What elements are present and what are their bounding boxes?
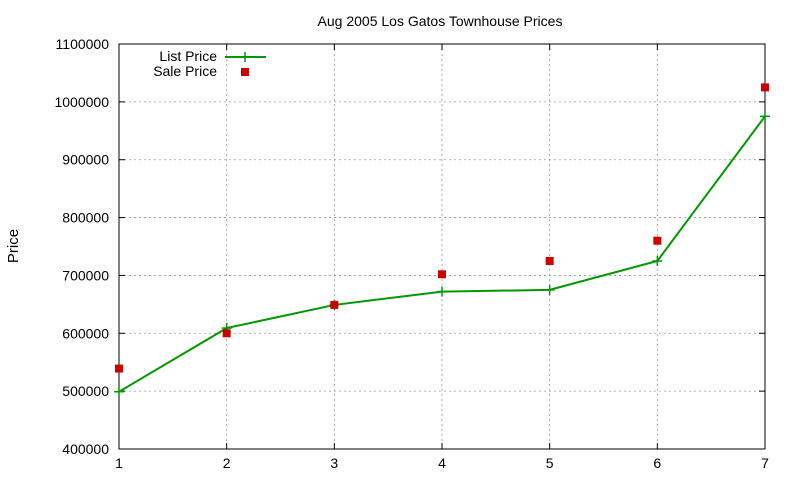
sale-price-point	[545, 256, 554, 265]
x-tick-label: 6	[653, 455, 661, 471]
y-tick-label: 600000	[62, 325, 109, 341]
sale-price-point	[115, 364, 123, 373]
sale-price-point	[438, 270, 446, 279]
legend-label-sale-price: Sale Price	[153, 63, 217, 79]
legend-swatch-sale-price	[241, 68, 249, 76]
list-price-point	[114, 386, 124, 397]
sale-price-point	[222, 329, 231, 338]
list-price-point	[652, 255, 663, 266]
axes	[118, 43, 766, 450]
y-tick-label: 400000	[62, 441, 109, 457]
series-layer	[114, 83, 770, 397]
legend-label-list-price: List Price	[159, 48, 217, 64]
sale-price-point	[761, 83, 769, 92]
list-price-point	[760, 111, 770, 122]
y-axis-label: Price	[5, 229, 22, 263]
y-tick-label: 900000	[62, 152, 109, 168]
y-tick-label: 1000000	[54, 94, 109, 110]
sale-price-point	[653, 236, 662, 245]
y-tick-label: 700000	[62, 267, 109, 283]
x-tick-label: 4	[438, 455, 446, 471]
y-tick-label: 1100000	[56, 36, 110, 52]
x-tick-label: 5	[546, 455, 554, 471]
chart-title: Aug 2005 Los Gatos Townhouse Prices	[318, 13, 563, 29]
list-price-point	[437, 286, 447, 297]
x-tick-label: 3	[330, 455, 338, 471]
tick-labels: 1 2 3 4 5 6 7 400000 500000 600000 700000 800000 900…	[54, 36, 769, 471]
x-tick-label: 1	[115, 455, 123, 471]
y-tick-label: 800000	[62, 210, 109, 226]
list-price-point	[544, 284, 555, 295]
x-tick-label: 2	[223, 455, 231, 471]
sale-price-point	[330, 300, 339, 309]
x-tick-label: 7	[761, 455, 769, 471]
y-tick-label: 500000	[62, 383, 109, 399]
